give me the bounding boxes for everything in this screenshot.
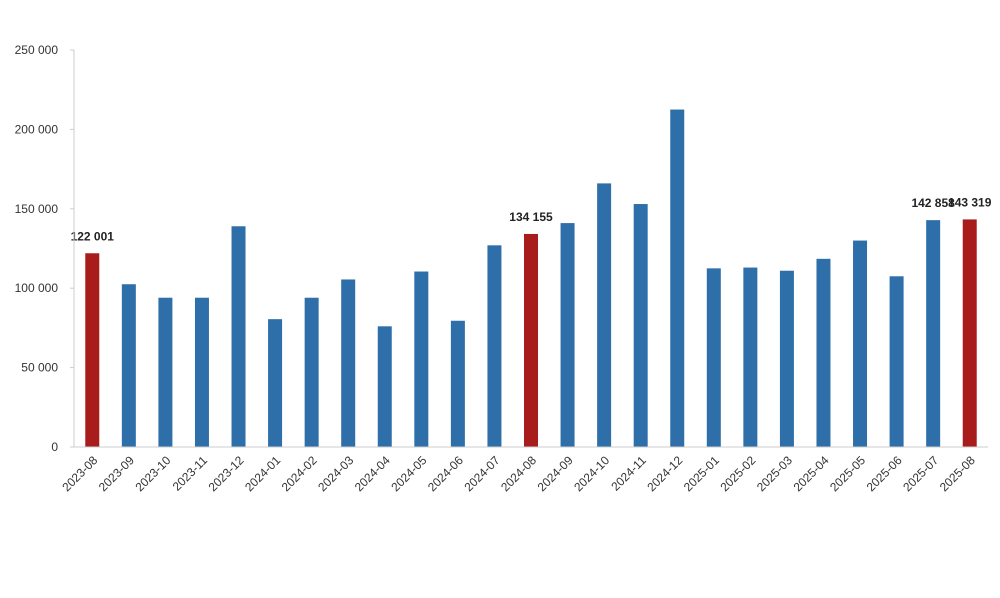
data-label-2023-08: 122 001: [71, 229, 115, 243]
bar-2023-09: [121, 284, 136, 447]
data-label-2025-08: 143 319: [948, 195, 992, 209]
x-tick-label: 2025-04: [791, 453, 832, 494]
bar-2024-09: [560, 223, 575, 447]
y-tick-label: 0: [51, 440, 58, 454]
x-tick-label: 2025-02: [717, 453, 758, 494]
x-tick-label: 2024-03: [315, 453, 356, 494]
x-tick-label: 2024-11: [608, 453, 649, 494]
bar-2025-02: [743, 267, 758, 447]
x-tick-label: 2025-08: [937, 453, 978, 494]
bar-2023-10: [158, 297, 173, 447]
bar-2023-08: [85, 253, 100, 447]
bar-2023-12: [231, 226, 246, 447]
x-tick-label: 2024-04: [352, 453, 393, 494]
y-tick-label: 50 000: [21, 361, 58, 375]
bar-2025-06: [889, 276, 904, 447]
x-tick-label: 2024-09: [535, 453, 576, 494]
x-tick-label: 2024-01: [242, 453, 283, 494]
y-tick-label: 250 000: [15, 43, 59, 57]
bar-2025-03: [779, 270, 794, 447]
bar-2025-04: [816, 258, 831, 447]
bar-2024-11: [633, 204, 648, 447]
y-tick-label: 100 000: [15, 281, 59, 295]
x-tick-label: 2025-03: [754, 453, 795, 494]
x-axis-ticks: 2023-082023-092023-102023-112023-122024-…: [59, 453, 978, 494]
bar-2025-08: [962, 219, 977, 447]
x-tick-label: 2024-10: [571, 453, 612, 494]
bar-2024-02: [304, 297, 319, 447]
bar-2024-04: [377, 326, 392, 447]
bar-2024-01: [268, 319, 283, 447]
x-tick-label: 2023-12: [206, 453, 247, 494]
bars: [85, 109, 977, 448]
x-tick-label: 2024-05: [388, 453, 429, 494]
y-tick-label: 200 000: [15, 122, 59, 136]
x-tick-label: 2023-09: [96, 453, 137, 494]
x-tick-label: 2024-02: [279, 453, 320, 494]
x-tick-label: 2023-08: [59, 453, 100, 494]
data-label-2025-07: 142 858: [911, 196, 955, 210]
y-axis-ticks: 0 50 000 100 000 150 000 200 000 250 000: [15, 43, 74, 454]
bar-2024-07: [487, 245, 502, 447]
bar-2025-01: [706, 268, 721, 447]
x-tick-label: 2024-06: [425, 453, 466, 494]
x-tick-label: 2024-08: [498, 453, 539, 494]
x-tick-label: 2025-07: [900, 453, 941, 494]
x-tick-label: 2025-06: [864, 453, 905, 494]
y-tick-label: 150 000: [15, 202, 59, 216]
x-tick-label: 2024-07: [462, 453, 503, 494]
x-tick-label: 2023-10: [132, 453, 173, 494]
bar-2025-07: [926, 220, 941, 447]
x-tick-label: 2025-01: [681, 453, 722, 494]
bar-2024-06: [450, 320, 465, 447]
x-tick-label: 2024-12: [644, 453, 685, 494]
bar-2025-05: [853, 240, 868, 447]
bar-2024-12: [670, 109, 685, 448]
data-label-2024-08: 134 155: [509, 210, 553, 224]
bar-2024-03: [341, 279, 356, 447]
bar-2024-10: [597, 183, 612, 447]
bar-2024-05: [414, 271, 429, 447]
bar-2023-11: [194, 297, 209, 447]
x-tick-label: 2023-11: [170, 453, 211, 494]
bar-2024-08: [524, 233, 538, 447]
x-tick-label: 2025-05: [827, 453, 868, 494]
